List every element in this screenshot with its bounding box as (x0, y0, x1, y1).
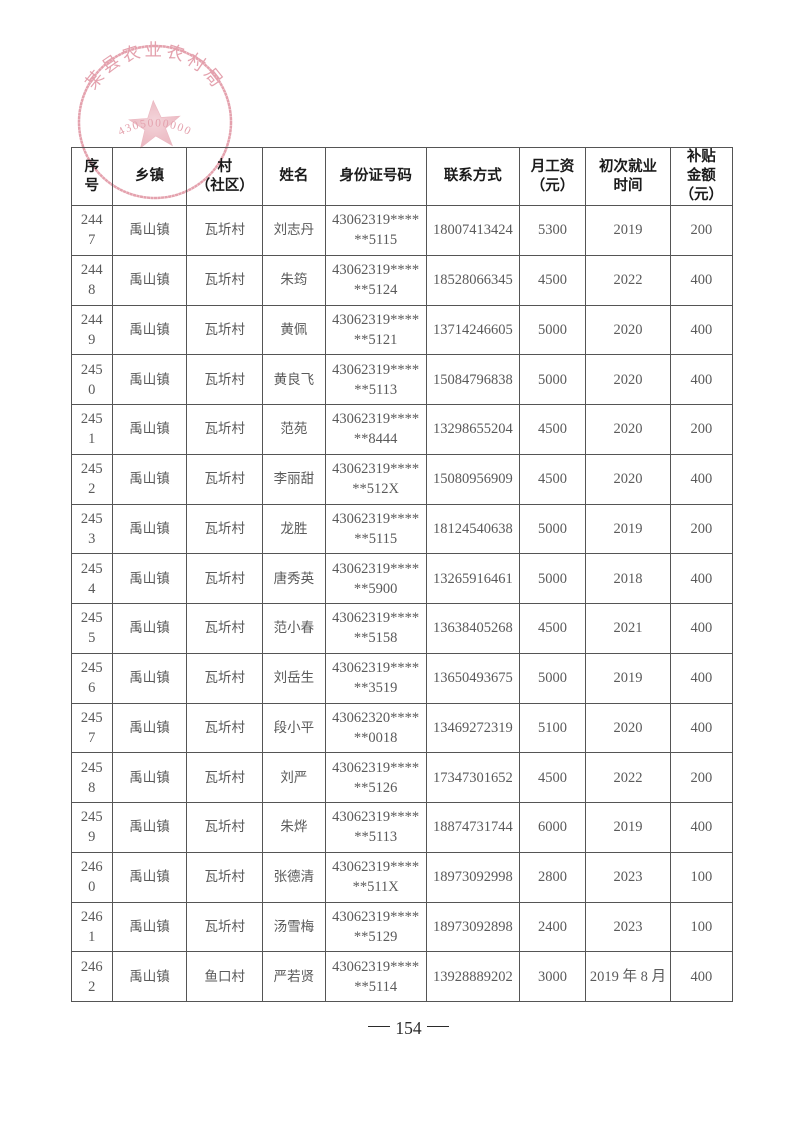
svg-text:某县农业农村局: 某县农业农村局 (81, 40, 229, 93)
